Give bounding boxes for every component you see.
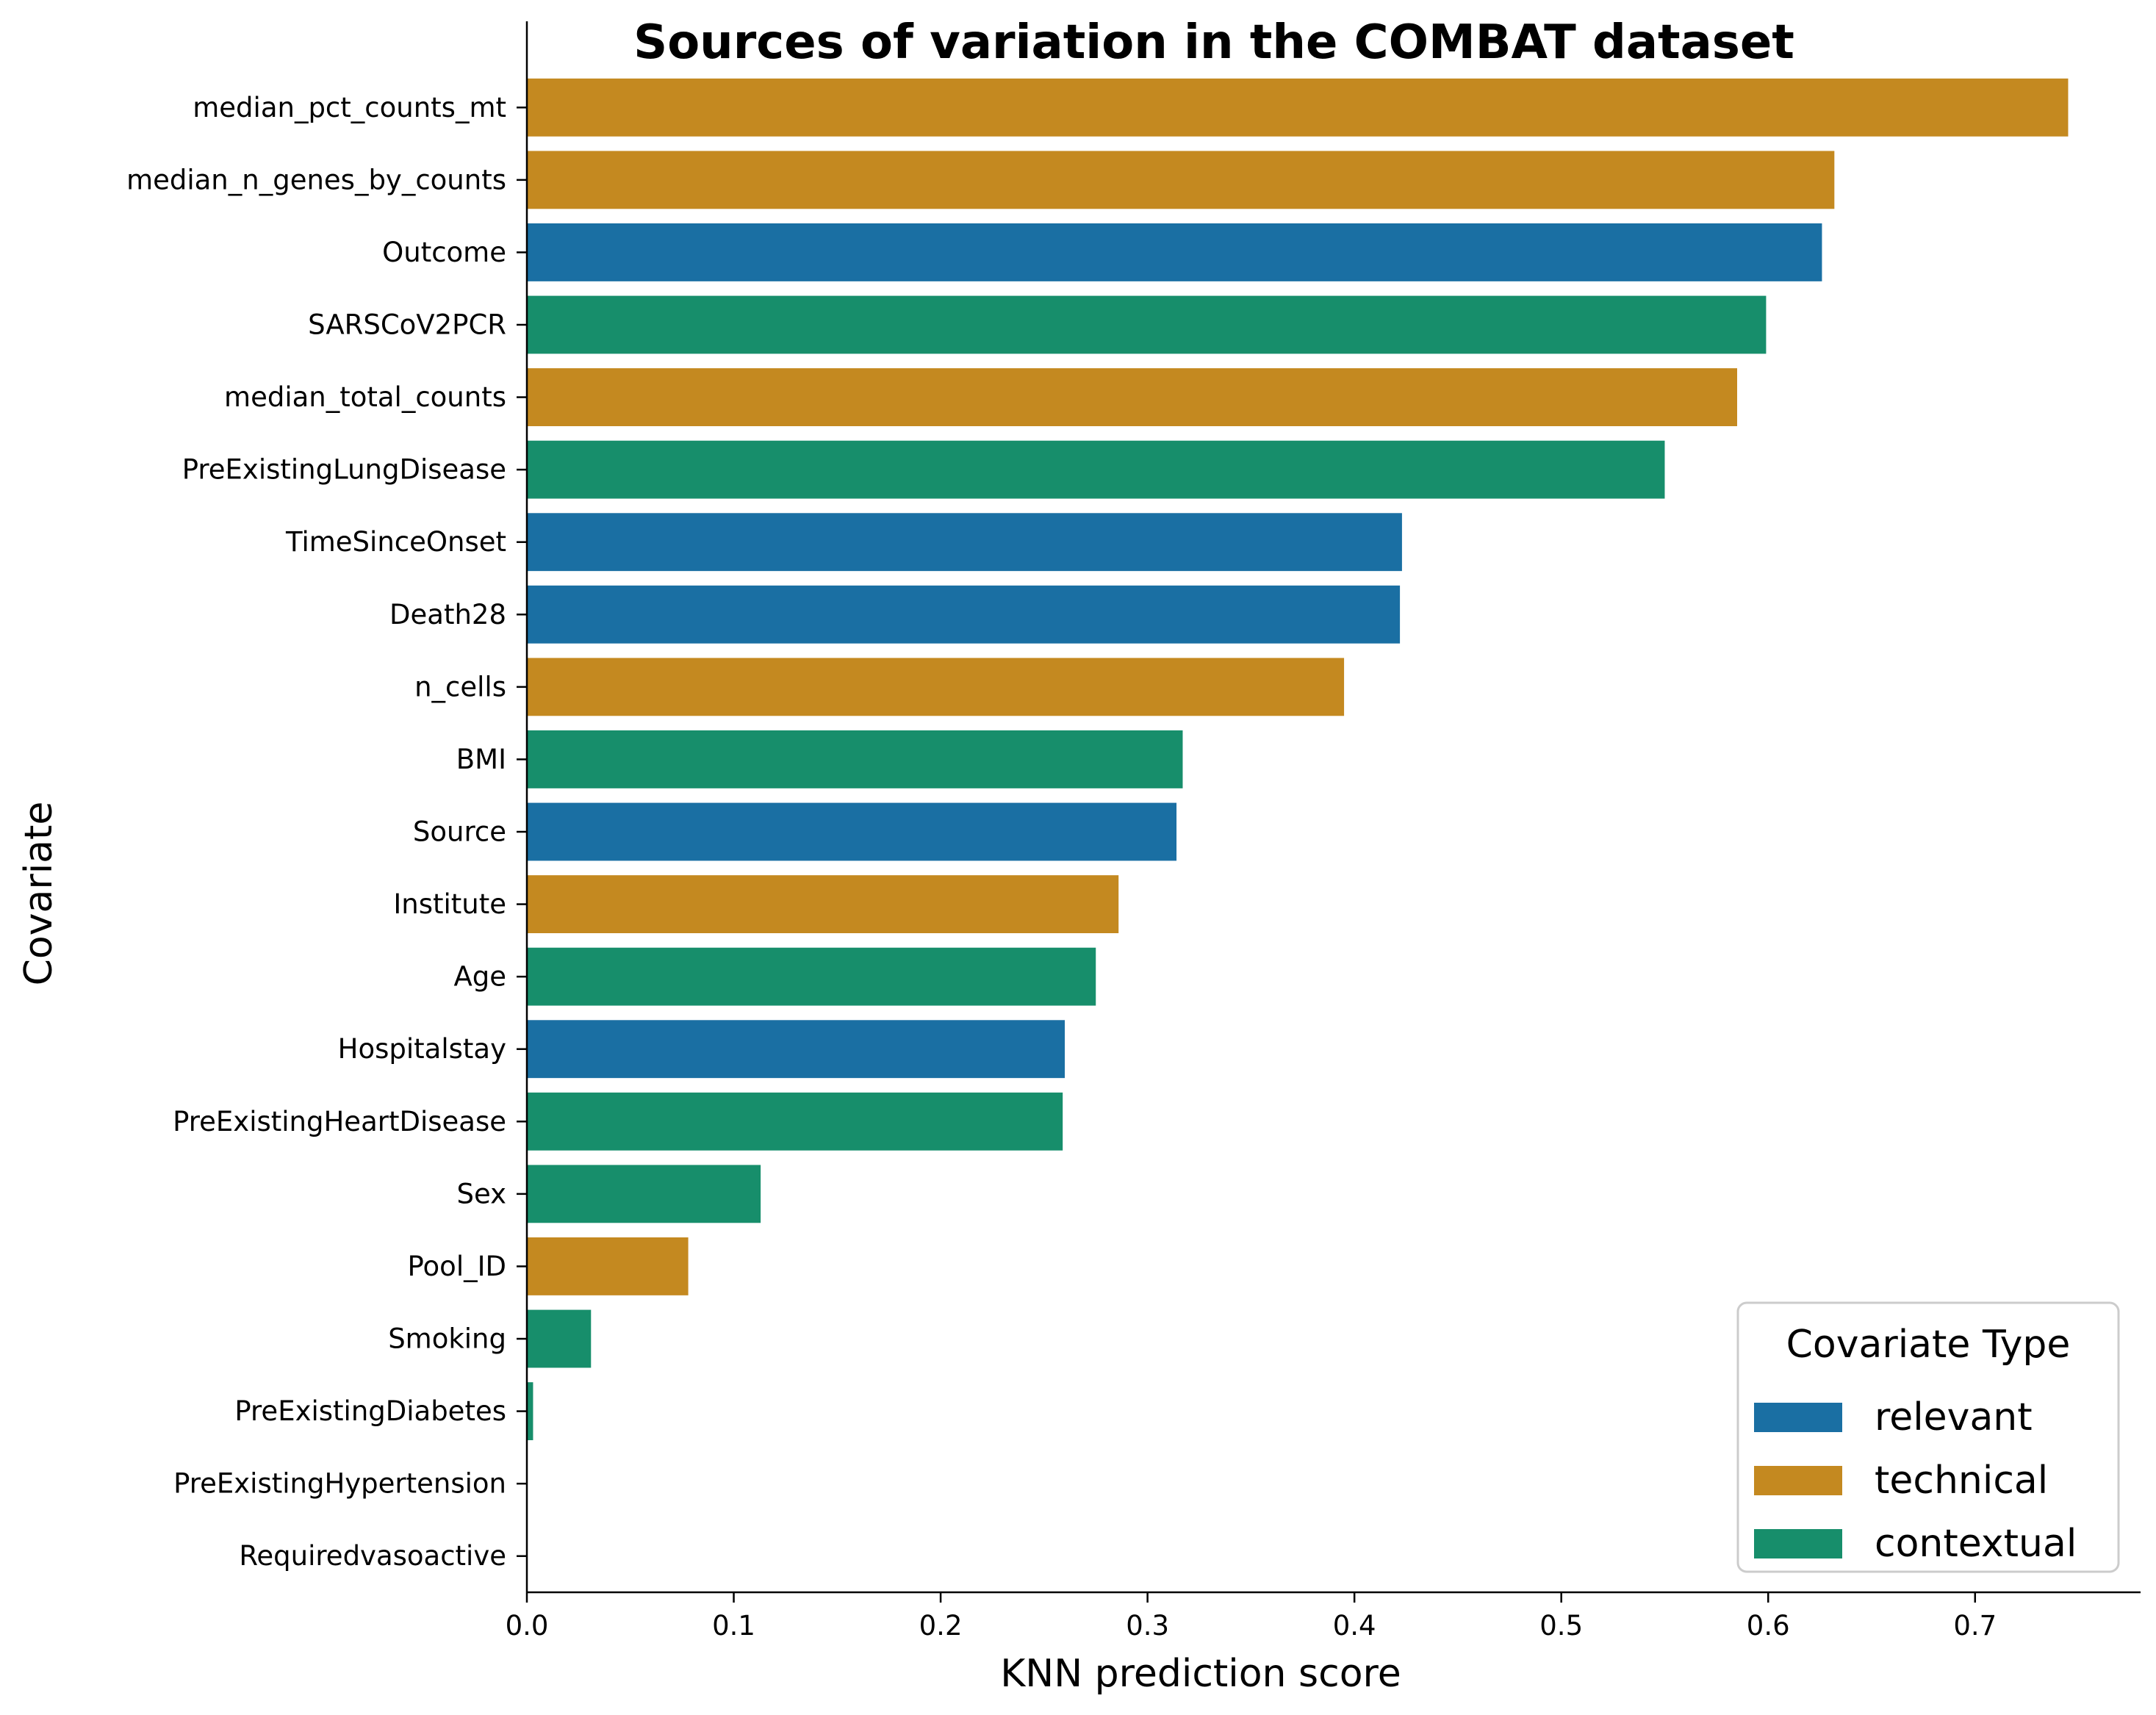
bar-timesinceonset — [527, 513, 1402, 572]
x-tick-label: 0.0 — [506, 1610, 549, 1642]
y-tick-label: median_total_counts — [224, 381, 506, 413]
y-tick-label: Smoking — [388, 1323, 506, 1355]
legend-swatch-technical — [1754, 1466, 1842, 1495]
x-tick-label: 0.7 — [1953, 1610, 1997, 1642]
y-tick-label: Death28 — [389, 599, 506, 630]
bar-preexistingdiabetes — [527, 1382, 533, 1440]
x-tick-label: 0.6 — [1747, 1610, 1790, 1642]
legend-label-relevant: relevant — [1875, 1395, 2033, 1439]
legend: Covariate Type relevant technical contextua… — [1736, 1301, 2120, 1573]
bar-median-total-counts — [527, 368, 1737, 426]
bar-institute — [527, 875, 1119, 933]
bar-pool-id — [527, 1237, 689, 1295]
legend-label-technical: technical — [1875, 1459, 2048, 1503]
legend-frame — [1736, 1301, 2120, 1573]
bar-age — [527, 947, 1096, 1006]
y-tick-label: PreExistingDiabetes — [234, 1395, 506, 1427]
bar-smoking — [527, 1309, 592, 1368]
y-tick-label: BMI — [456, 744, 506, 775]
bar-sex — [527, 1165, 761, 1223]
y-tick-label: Institute — [393, 888, 506, 920]
y-tick-label: TimeSinceOnset — [285, 526, 506, 558]
bar-hospitalstay — [527, 1020, 1065, 1079]
bar-death28 — [527, 585, 1401, 644]
x-tick-label: 0.1 — [712, 1610, 755, 1642]
bars-group — [527, 78, 2069, 1440]
y-tick-label: SARSCoV2PCR — [308, 309, 506, 341]
bar-preexistingheartdisease — [527, 1092, 1063, 1151]
x-tick-label: 0.4 — [1333, 1610, 1376, 1642]
y-axis-label: Covariate — [17, 802, 61, 986]
y-tick-label: median_pct_counts_mt — [193, 92, 506, 123]
y-tick-label: Source — [413, 816, 506, 848]
y-tick-label: Age — [453, 961, 506, 993]
y-tick-label: PreExistingHypertension — [173, 1468, 506, 1500]
y-axis-ticks: median_pct_counts_mt median_n_genes_by_co… — [126, 92, 527, 1572]
y-tick-label: PreExistingLungDisease — [182, 454, 506, 486]
y-tick-label: Requiredvasoactive — [239, 1540, 506, 1572]
y-tick-label: median_n_genes_by_counts — [126, 164, 506, 195]
y-tick-label: PreExistingHeartDisease — [173, 1106, 506, 1137]
y-tick-label: Hospitalstay — [338, 1033, 506, 1065]
bar-source — [527, 802, 1177, 861]
y-tick-label: Sex — [457, 1178, 507, 1209]
x-tick-label: 0.2 — [919, 1610, 963, 1642]
chart-title: Sources of variation in the COMBAT datas… — [633, 15, 1794, 70]
bar-outcome — [527, 223, 1822, 281]
x-axis-label: KNN prediction score — [1000, 1652, 1401, 1696]
y-tick-label: n_cells — [414, 671, 506, 702]
bar-median-pct-counts-mt — [527, 78, 2069, 137]
bar-preexistinglungdisease — [527, 440, 1665, 499]
bar-median-n-genes-by-counts — [527, 151, 1835, 209]
x-tick-label: 0.3 — [1126, 1610, 1169, 1642]
x-tick-label: 0.5 — [1539, 1610, 1583, 1642]
y-tick-label: Outcome — [382, 237, 506, 268]
bar-bmi — [527, 730, 1183, 788]
legend-swatch-relevant — [1754, 1403, 1842, 1432]
bar-n-cells — [527, 658, 1345, 716]
legend-swatch-contextual — [1754, 1529, 1842, 1558]
x-axis-ticks: 0.0 0.1 0.2 0.3 0.4 0.5 0.6 0.7 — [506, 1592, 1997, 1642]
legend-label-contextual: contextual — [1875, 1522, 2077, 1566]
y-tick-label: Pool_ID — [408, 1251, 506, 1282]
legend-title: Covariate Type — [1786, 1323, 2071, 1367]
bar-sarscov2pcr — [527, 295, 1767, 354]
